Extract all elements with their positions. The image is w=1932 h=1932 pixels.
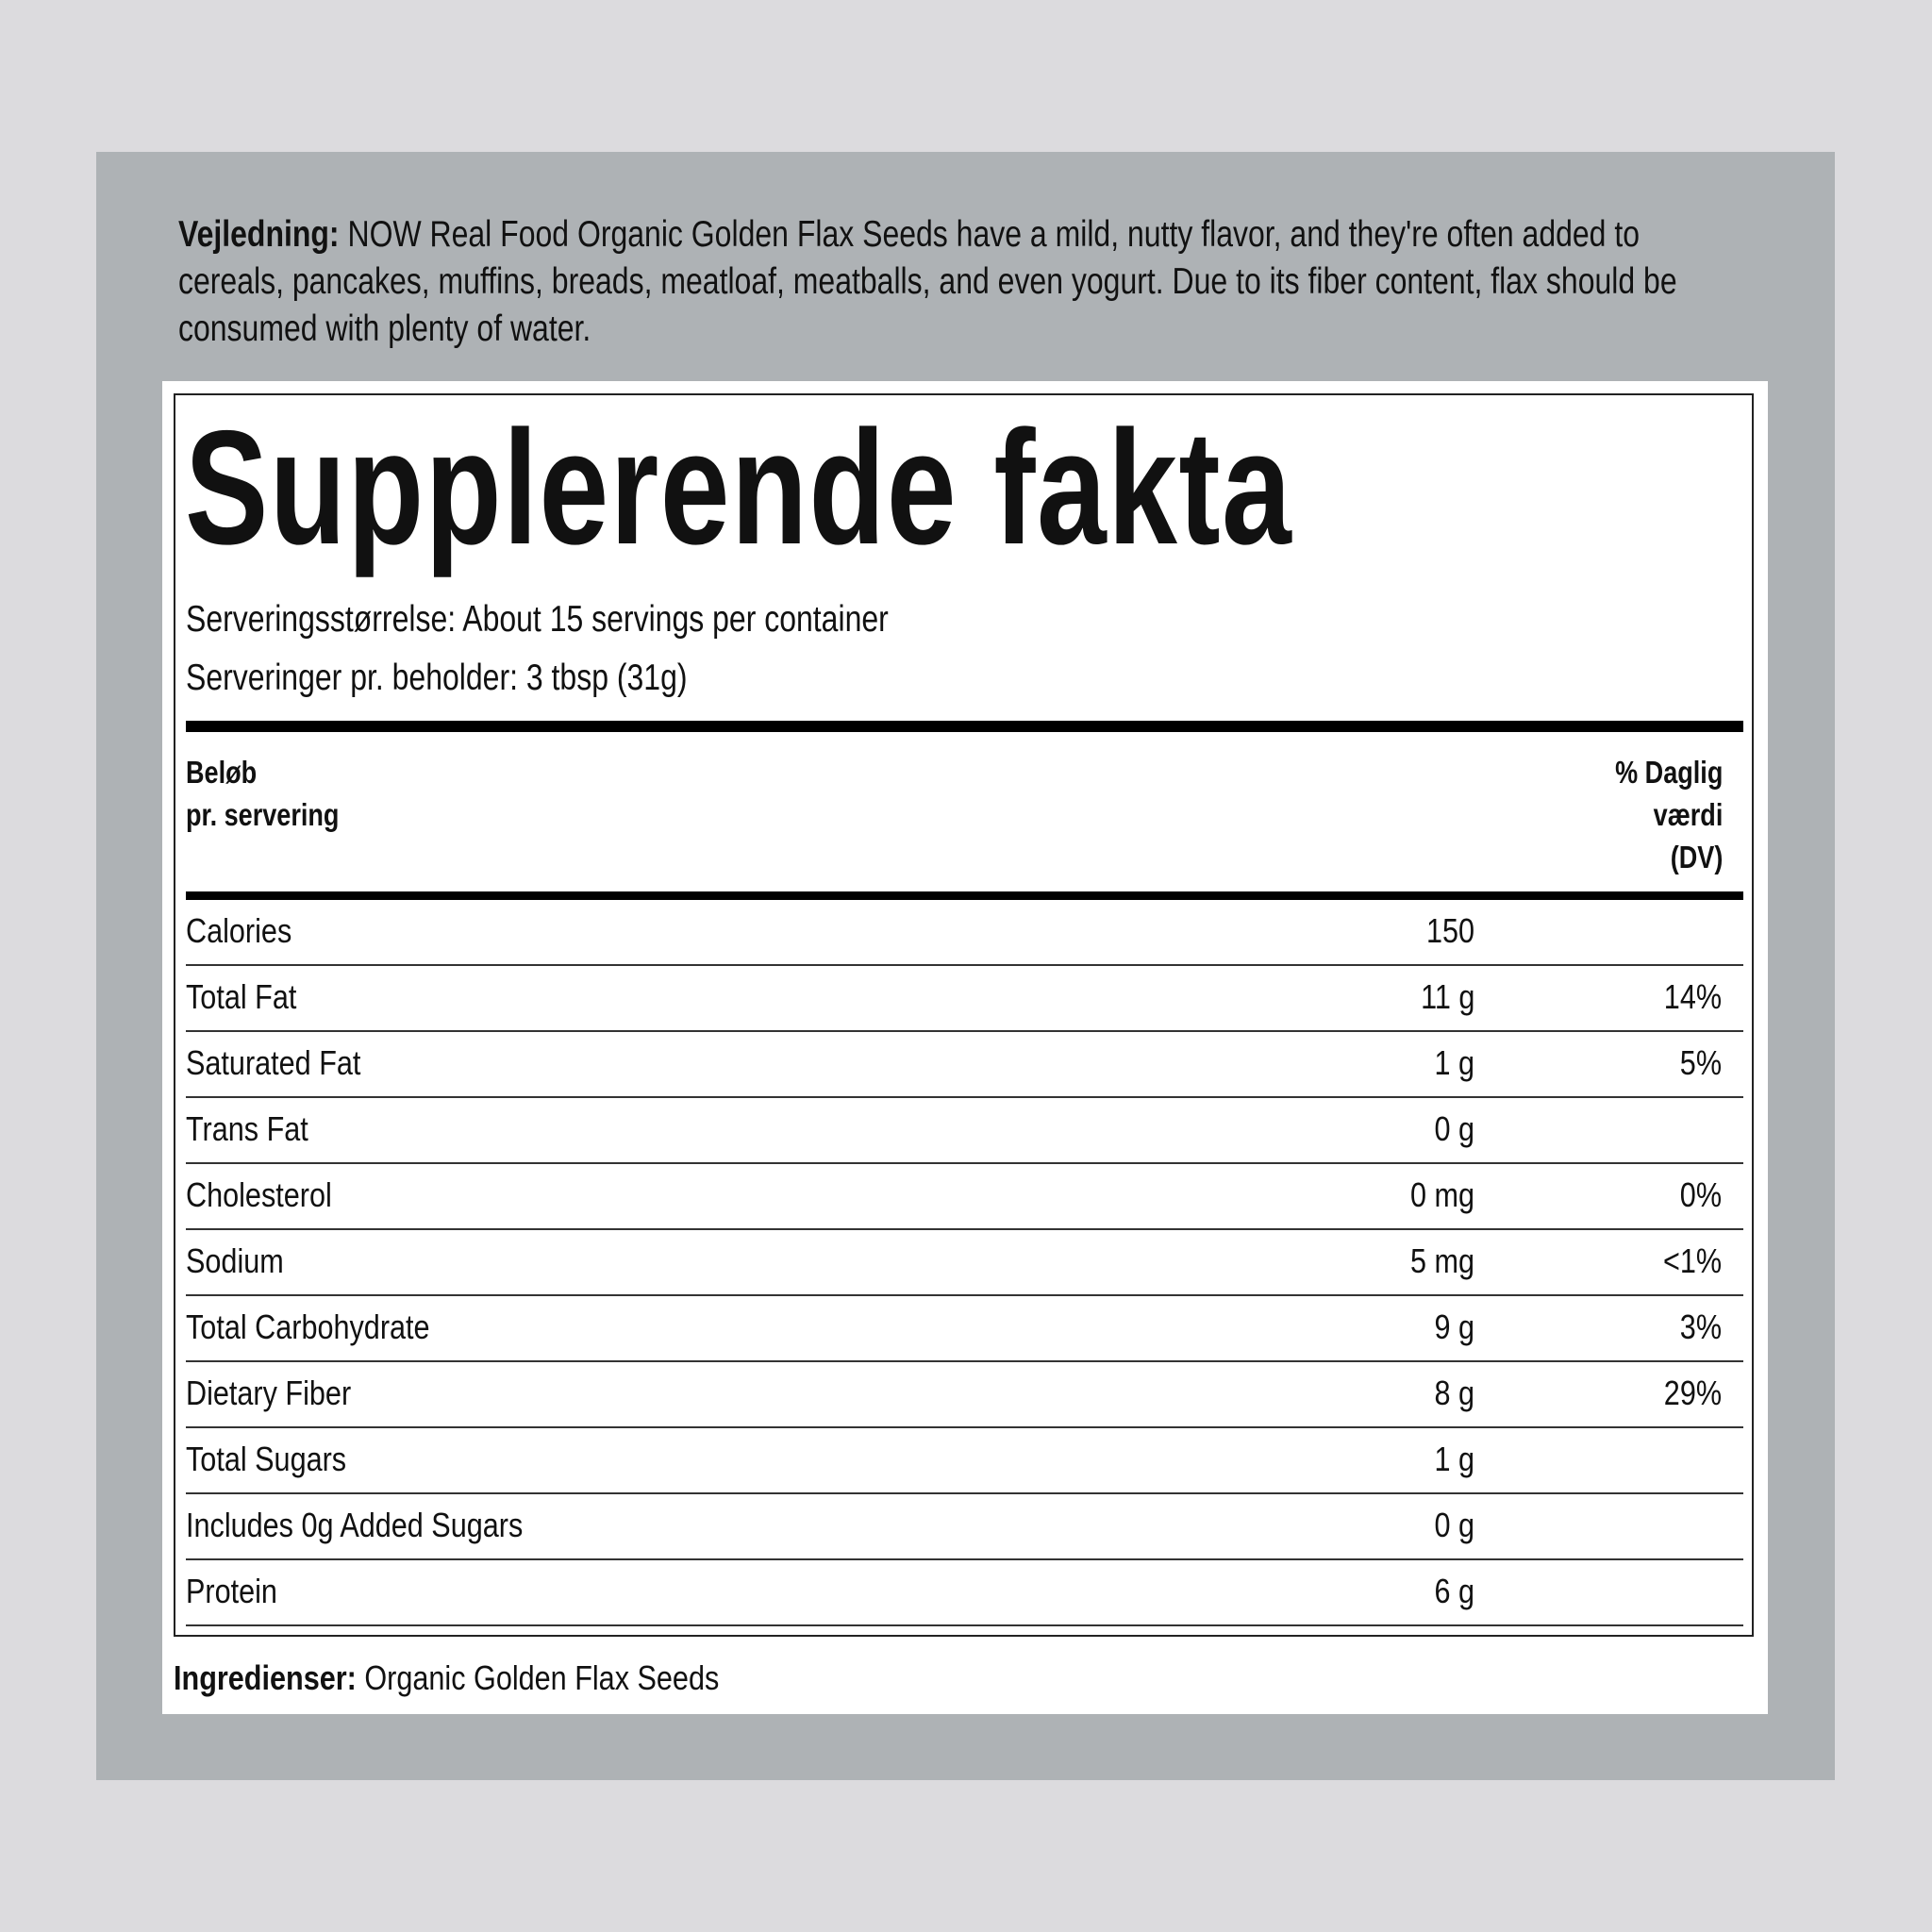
table-row: Cholesterol 0 mg 0% [186, 1164, 1743, 1230]
dv-header: % Daglig værdi (DV) [1615, 751, 1723, 878]
nutrient-amount: 8 g [1434, 1374, 1474, 1412]
dv-header-line: værdi [1653, 797, 1723, 832]
table-row: Total Fat 11 g 14% [186, 966, 1743, 1032]
nutrient-name: Trans Fat [186, 1109, 308, 1148]
ingredients: Ingredienser: Organic Golden Flax Seeds [174, 1658, 719, 1698]
nutrient-name: Saturated Fat [186, 1043, 361, 1082]
table-row: Sodium 5 mg <1% [186, 1230, 1743, 1296]
nutrient-amount: 6 g [1434, 1572, 1474, 1610]
serving-size: Serveringsstørrelse: About 15 servings p… [186, 599, 889, 640]
nutrient-amount: 9 g [1434, 1307, 1474, 1346]
nutrient-dv: 0% [1679, 1175, 1722, 1214]
table-row: Calories 150 [186, 900, 1743, 966]
table-row: Protein 6 g [186, 1560, 1743, 1626]
nutrient-amount: 0 g [1434, 1109, 1474, 1148]
directions-body: NOW Real Food Organic Golden Flax Seeds … [178, 214, 1677, 349]
nutrient-amount: 0 mg [1409, 1175, 1474, 1214]
ingredients-label: Ingredienser: [174, 1658, 357, 1697]
nutrient-dv: 29% [1663, 1374, 1722, 1412]
nutrient-amount: 11 g [1420, 977, 1474, 1016]
facts-title: Supplerende fakta [185, 397, 1293, 578]
table-row: Total Sugars 1 g [186, 1428, 1743, 1494]
nutrient-amount: 0 g [1434, 1506, 1474, 1544]
nutrient-amount: 5 mg [1409, 1241, 1474, 1280]
nutrient-name: Total Fat [186, 977, 297, 1016]
dv-header-line: (DV) [1670, 840, 1723, 874]
dv-header-line: % Daglig [1614, 755, 1723, 790]
table-row: Saturated Fat 1 g 5% [186, 1032, 1743, 1098]
directions-label: Vejledning: [178, 214, 340, 255]
nutrient-name: Sodium [186, 1241, 284, 1280]
nutrient-amount: 1 g [1434, 1440, 1474, 1478]
servings-per-container: Serveringer pr. beholder: 3 tbsp (31g) [186, 658, 688, 698]
nutrient-name: Protein [186, 1572, 277, 1610]
thick-divider [186, 891, 1743, 900]
directions-text: Vejledning: NOW Real Food Organic Golden… [178, 211, 1725, 353]
thick-divider [186, 721, 1743, 732]
nutrient-amount: 1 g [1434, 1043, 1474, 1082]
nutrient-dv: 5% [1679, 1043, 1722, 1082]
nutrient-name: Cholesterol [186, 1175, 332, 1214]
amount-header-line: pr. servering [186, 797, 340, 832]
nutrient-dv: <1% [1662, 1241, 1722, 1280]
nutrient-name: Total Carbohydrate [186, 1307, 430, 1346]
amount-header-line: Beløb [186, 755, 258, 790]
nutrient-dv: 14% [1663, 977, 1722, 1016]
table-row: Trans Fat 0 g [186, 1098, 1743, 1164]
nutrient-dv: 3% [1679, 1307, 1722, 1346]
table-row: Dietary Fiber 8 g 29% [186, 1362, 1743, 1428]
facts-frame [174, 393, 1754, 1637]
table-row: Includes 0g Added Sugars 0 g [186, 1494, 1743, 1560]
facts-card [162, 381, 1768, 1714]
ingredients-text: Organic Golden Flax Seeds [364, 1658, 720, 1697]
table-row: Total Carbohydrate 9 g 3% [186, 1296, 1743, 1362]
nutrient-name: Calories [186, 911, 292, 950]
amount-header: Beløb pr. servering [186, 751, 339, 836]
nutrient-name: Dietary Fiber [186, 1374, 352, 1412]
nutrient-name: Total Sugars [186, 1440, 347, 1478]
nutrient-name: Includes 0g Added Sugars [186, 1506, 524, 1544]
nutrient-amount: 150 [1425, 911, 1474, 950]
